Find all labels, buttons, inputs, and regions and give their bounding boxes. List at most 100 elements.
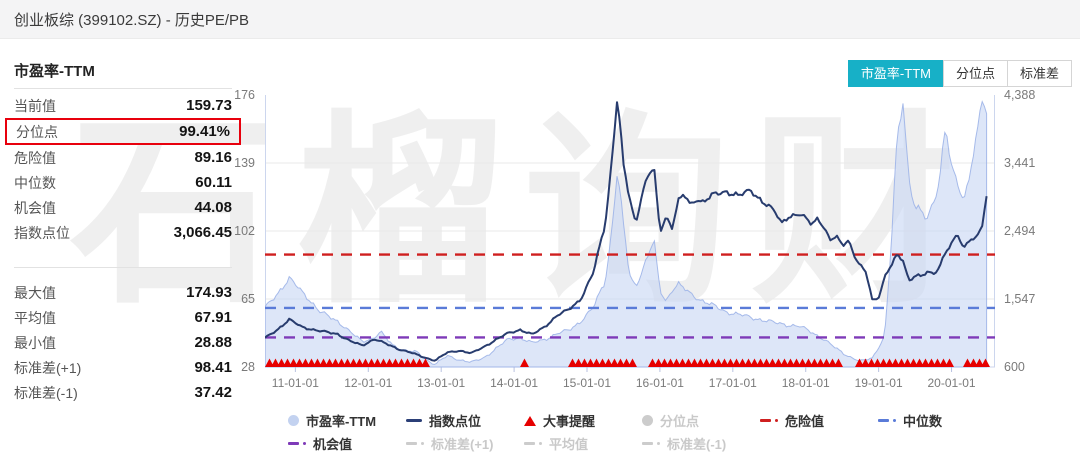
stat-value-opportunity-value: 44.08 [194,199,232,216]
pe-area-series [264,100,988,368]
y-left-tick-102: 102 [234,224,255,238]
y-left-tick-139: 139 [234,156,255,170]
stat-label-opportunity-value: 机会值 [14,199,56,216]
dashdot-marker-icon [288,442,306,445]
x-tick-11-01-01: 11-01-01 [271,376,319,390]
legend-label-stddev-minus1: 标准差(-1) [667,437,727,452]
dashdot-marker-icon [524,442,542,445]
y-right-tick-2,494: 2,494 [1004,224,1036,238]
stat-value-min-value: 28.88 [194,334,232,351]
stat-label-min-value: 最小值 [14,334,56,351]
stat-value-percentile: 99.41% [179,123,230,140]
stat-label-stddev-plus1: 标准差(+1) [14,359,82,376]
stat-row-mean-value: 平均值 67.91 [14,305,232,330]
dashdot-marker-icon [760,419,778,422]
stat-value-max-value: 174.93 [186,284,232,301]
y-left-tick-176: 176 [234,88,255,102]
line-marker-icon [406,419,422,422]
x-tick-12-01-01: 12-01-01 [344,376,393,390]
x-tick-16-01-01: 16-01-01 [635,376,684,390]
circle-marker-icon [642,415,653,426]
stat-label-percentile: 分位点 [16,123,58,140]
stat-row-median: 中位数 60.11 [14,170,232,195]
stat-label-max-value: 最大值 [14,284,56,301]
x-tick-15-01-01: 15-01-01 [562,376,612,390]
stat-label-median: 中位数 [14,174,56,191]
legend-item-danger[interactable]: 危险值 [760,411,878,430]
panel-divider [14,267,232,268]
y-right-tick-1,547: 1,547 [1004,292,1036,306]
stat-label-danger-value: 危险值 [14,149,56,166]
legend-label-pe-ttm: 市盈率-TTM [306,414,377,429]
page-title: 创业板综 (399102.SZ) - 历史PE/PB [14,12,250,29]
y-right-tick-4,388: 4,388 [1004,88,1036,102]
dashdot-marker-icon [878,419,896,422]
stat-row-max-value: 最大值 174.93 [14,280,232,305]
toolbar-button-percentile[interactable]: 分位点 [942,60,1008,87]
legend-label-stddev-plus1: 标准差(+1) [431,437,494,452]
stat-value-mean-value: 67.91 [194,309,232,326]
stat-row-index-level: 指数点位 3,066.45 [14,220,232,245]
x-tick-19-01-01: 19-01-01 [854,376,903,390]
stat-row-min-value: 最小值 28.88 [14,330,232,355]
stat-label-mean-value: 平均值 [14,309,56,326]
legend-item-stddev-minus1[interactable]: 标准差(-1) [642,434,760,453]
legend-label-median: 中位数 [903,414,943,429]
y-right-tick-600: 600 [1004,360,1025,374]
toolbar-button-stddev[interactable]: 标准差 [1006,60,1072,87]
legend-item-median[interactable]: 中位数 [878,411,996,430]
event-markers-band [265,358,990,367]
stat-row-stddev-plus1: 标准差(+1) 98.41 [14,355,232,380]
legend-item-opportunity[interactable]: 机会值 [288,434,406,453]
legend: 市盈率-TTM 指数点位 大事提醒 分位点 危险值 中位数机会值 标准差(+1) 平均值 标准差… [288,409,996,454]
legend-label-mean: 平均值 [549,437,589,452]
legend-item-percentile[interactable]: 分位点 [642,411,760,430]
x-tick-20-01-01: 20-01-01 [927,376,976,390]
legend-label-opportunity: 机会值 [313,437,353,452]
stat-value-stddev-plus1: 98.41 [194,359,232,376]
stat-label-current-value: 当前值 [14,97,56,114]
stat-row-opportunity-value: 机会值 44.08 [14,195,232,220]
stat-label-index-level: 指数点位 [14,224,70,241]
stat-row-percentile: 分位点 99.41% [5,118,241,145]
x-tick-13-01-01: 13-01-01 [417,376,466,390]
y-left-tick-65: 65 [241,292,255,306]
stat-label-stddev-minus1: 标准差(-1) [14,384,78,401]
legend-item-pe-ttm[interactable]: 市盈率-TTM [288,411,406,430]
legend-row-2: 机会值 标准差(+1) 平均值 标准差(-1) [288,432,996,454]
stat-row-danger-value: 危险值 89.16 [14,145,232,170]
legend-label-danger: 危险值 [785,414,825,429]
stats-panel: 市盈率-TTM 当前值 159.73 分位点 99.41% 危险值 89.16 中位数 60.… [5,60,241,405]
stat-value-stddev-minus1: 37.42 [194,384,232,401]
legend-label-index-level: 指数点位 [429,414,482,429]
header-bar: 创业板综 (399102.SZ) - 历史PE/PB [0,0,1080,39]
y-left-tick-28: 28 [241,360,255,374]
plot-area[interactable] [264,95,995,377]
legend-item-events[interactable]: 大事提醒 [524,411,642,430]
circle-marker-icon [288,415,299,426]
legend-item-mean[interactable]: 平均值 [524,434,642,453]
toolbar-button-pe-ttm[interactable]: 市盈率-TTM [847,60,944,87]
panel-title: 市盈率-TTM [14,60,232,89]
stats-rows-top: 当前值 159.73 分位点 99.41% 危险值 89.16 中位数 60.11 机会值 44.… [5,93,241,245]
stat-value-index-level: 3,066.45 [173,224,232,241]
dashdot-marker-icon [642,442,660,445]
stat-value-danger-value: 89.16 [194,149,232,166]
x-tick-18-01-01: 18-01-01 [781,376,830,390]
legend-item-stddev-plus1[interactable]: 标准差(+1) [406,434,524,453]
chart-toolbar: 市盈率-TTM 分位点 标准差 [847,60,1072,87]
dashdot-marker-icon [406,442,424,445]
stats-rows-bottom: 最大值 174.93 平均值 67.91 最小值 28.88 标准差(+1) 98.41 标准差… [14,280,232,405]
x-tick-14-01-01: 14-01-01 [490,376,539,390]
stat-row-stddev-minus1: 标准差(-1) 37.42 [14,380,232,405]
triangle-marker-icon [524,415,536,426]
stat-row-current-value: 当前值 159.73 [14,93,232,118]
legend-item-index-level[interactable]: 指数点位 [406,411,524,430]
legend-label-events: 大事提醒 [543,414,596,429]
index-line-series [264,101,988,362]
y-right-tick-3,441: 3,441 [1004,156,1036,170]
x-tick-17-01-01: 17-01-01 [708,376,757,390]
stat-value-median: 60.11 [195,174,232,191]
chart-canvas [264,95,995,372]
